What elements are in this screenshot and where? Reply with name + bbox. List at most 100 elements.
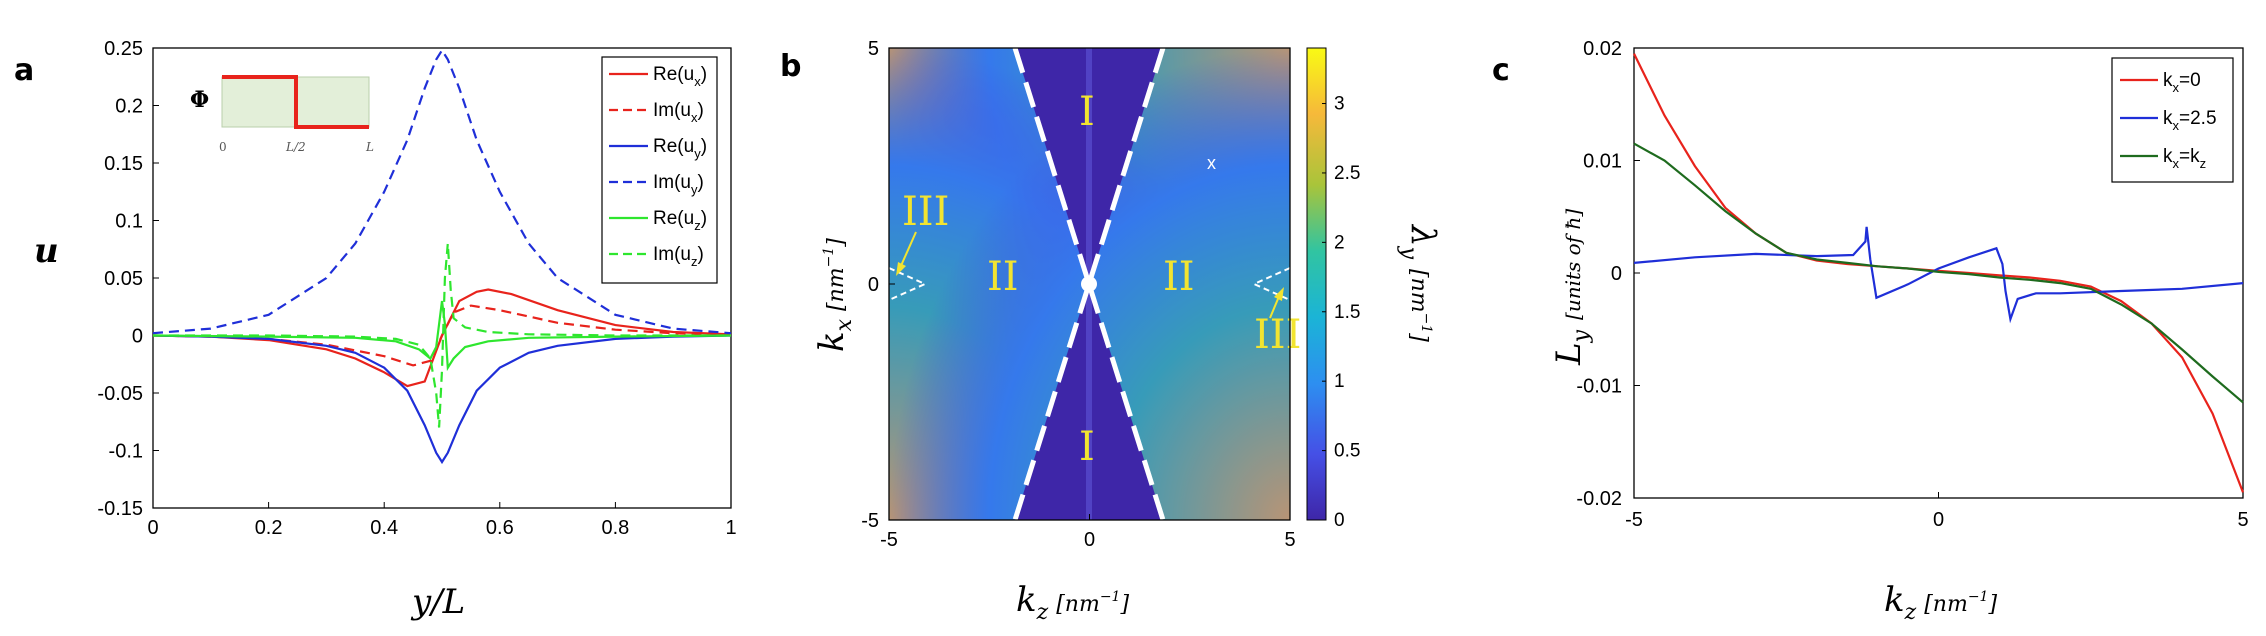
colorbar-label-unit-end: ] (1406, 332, 1431, 342)
x-tick-label-b: 5 (1284, 529, 1295, 551)
y-tick-label-a: 0.25 (104, 38, 143, 60)
region-label-III-left: III (902, 189, 949, 235)
x-tick-label-b: 0 (1084, 529, 1095, 551)
series-line-c (1633, 226, 2244, 324)
region-label-III-right: III (1254, 312, 1301, 358)
panel-a: 0 0.2 0.4 0.6 0.8 1 -0.15 -0.1 -0.05 0 0.05 0.1 0.15… (34, 38, 737, 622)
colorbar-tick-label: 2.5 (1334, 163, 1360, 184)
series-line-c (1633, 142, 2244, 404)
svg-text:kx[nm−1]: kx [nm−1] (812, 238, 857, 352)
heatmap-b: I I II II III III x (888, 47, 1301, 521)
colorbar-ticks: 0 0.5 1 1.5 2 2.5 3 (1322, 94, 1360, 531)
region-III-left-boundary (888, 267, 928, 301)
y-tick-label-b: 5 (868, 38, 879, 60)
x-tick-label-b: -5 (880, 529, 898, 551)
legend-c-label: kx=kz (2163, 146, 2206, 171)
axes-a-ticks: 0 0.2 0.4 0.6 0.8 1 -0.15 -0.1 -0.05 0 0.05 0.1 0.15… (97, 38, 736, 539)
inset-tick-0: 0 (219, 140, 227, 154)
y-axis-label-c-unit: [units of ħ] (1561, 209, 1585, 320)
colorbar-label-unit-sup: −1 (1418, 313, 1434, 334)
panel-c: -5 0 50.020.010-0.01-0.02 kx=0kx=2.5kx=kz … (1549, 38, 2249, 625)
x-axis-label-c-main: k (1884, 580, 1905, 620)
y-tick-label-a: 0.15 (104, 153, 143, 175)
region-label-II-right: II (1163, 254, 1195, 300)
colorbar-tick-label: 2 (1334, 232, 1345, 253)
plot-a-series (152, 48, 732, 465)
y-axis-label-c-sub: y (1569, 329, 1594, 343)
x-axis-label-b-unit: [nm (1056, 592, 1100, 617)
legend-c-label: kx=0 (2163, 70, 2201, 95)
svg-text:λy[nm−1]: λy [nm−1] (1396, 223, 1443, 342)
y-axis-label-b-unit: [nm (824, 267, 849, 311)
y-tick-label-a: 0 (132, 326, 143, 348)
x-tick-label-a: 1 (725, 517, 736, 539)
legend-a-label: Im(uy) (653, 172, 704, 197)
y-axis-label-b-unit-sup: −1 (821, 247, 837, 268)
inset-step-line (222, 75, 369, 129)
colorbar-tick-label: 0 (1334, 510, 1345, 531)
panel-label-c: c (1492, 53, 1510, 88)
colorbar-label: λy [nm−1] (1396, 223, 1443, 342)
panel-b: I I II II III III x -5 0 5 5 0 -5 0 0.5 1 1.5 2 2.… (812, 38, 1443, 625)
y-tick-label-a: 0.1 (115, 211, 143, 233)
x-tick-label-c: -5 (1625, 509, 1643, 531)
legend-a-label: Re(uy) (653, 136, 707, 161)
axes-b-ticks: -5 0 5 5 0 -5 (861, 38, 1295, 551)
y-tick-label-b: 0 (868, 274, 879, 296)
panel-label-b: b (780, 49, 801, 84)
center-dot (1081, 276, 1097, 292)
region-label-I-top: I (1079, 89, 1095, 135)
y-tick-label-c: -0.01 (1576, 376, 1622, 398)
y-tick-label-a: 0.05 (104, 268, 143, 290)
y-axis-label-c-main: L (1549, 342, 1589, 366)
x-tick-label-a: 0.4 (370, 517, 398, 539)
x-tick-label-c: 0 (1933, 509, 1944, 531)
colorbar-tick-label: 0.5 (1334, 441, 1360, 462)
arrowhead-III-left-icon (896, 262, 906, 276)
legend-a-box (601, 56, 718, 284)
x-axis-label-b-unit-sup: −1 (1100, 589, 1121, 605)
legend-a-label: Im(uz) (653, 244, 704, 269)
legend-c-box (2111, 57, 2234, 183)
legend-a-label: Re(ux) (653, 64, 707, 89)
x-tick-label-a: 0.8 (601, 517, 629, 539)
x-axis-label-b-unit-end: ] (1119, 592, 1129, 617)
y-tick-label-a: -0.05 (97, 383, 143, 405)
legend-c: kx=0 kx=2.5 kx=kz (2111, 57, 2234, 183)
x-axis-label-c-unit: [nm (1924, 592, 1968, 617)
inset-tick-end: L (365, 140, 374, 154)
x-axis-label-c-sub: z (1904, 600, 1917, 625)
series-line-im-u-y- (152, 48, 732, 335)
colorbar-tick-label: 1 (1334, 371, 1345, 392)
y-tick-label-c: 0.02 (1583, 38, 1622, 60)
x-tick-label-a: 0.2 (255, 517, 283, 539)
colorbar-label-main: λ (1403, 223, 1443, 247)
legend-c-label: kx=2.5 (2163, 108, 2217, 133)
x-tick-label-a: 0.6 (486, 517, 514, 539)
inset-step-profile: Φ 0 L/2 L (190, 75, 374, 154)
y-axis-label-c: Ly [units of ħ] (1549, 209, 1594, 366)
x-axis-label-b: kz [nm−1] (1016, 580, 1129, 625)
boundary-line-1 (1012, 47, 1166, 521)
y-tick-label-a: -0.1 (109, 441, 143, 463)
x-tick-label-a: 0 (147, 517, 158, 539)
x-axis-label-c: kz [nm−1] (1884, 580, 1997, 625)
x-tick-label-c: 5 (2237, 509, 2248, 531)
y-tick-label-a: 0.2 (115, 96, 143, 118)
colorbar-tick-label: 3 (1334, 94, 1345, 115)
panel-label-a: a (14, 53, 34, 88)
y-axis-label-b-main: k (812, 331, 852, 352)
plot-c-series (1633, 53, 2245, 493)
colorbar (1306, 47, 1327, 521)
axes-c-ticks: -5 0 5 0.02 0.01 0 -0.01 -0.02 (1576, 38, 2248, 531)
arrow-III-left (899, 231, 917, 269)
region-label-I-bottom: I (1079, 424, 1095, 470)
y-axis-label-a: u (34, 231, 59, 271)
inset-label: Φ (190, 87, 209, 113)
x-axis-label-c-unit-sup: −1 (1968, 589, 1989, 605)
y-axis-label-b: kx [nm−1] (812, 238, 857, 352)
arrowhead-III-right-icon (1274, 287, 1284, 301)
y-tick-label-c: -0.02 (1576, 488, 1622, 510)
legend-a: Re(ux) Im(ux) Re(uy) Im(uy) Re(uz) Im(uz) (601, 56, 718, 284)
